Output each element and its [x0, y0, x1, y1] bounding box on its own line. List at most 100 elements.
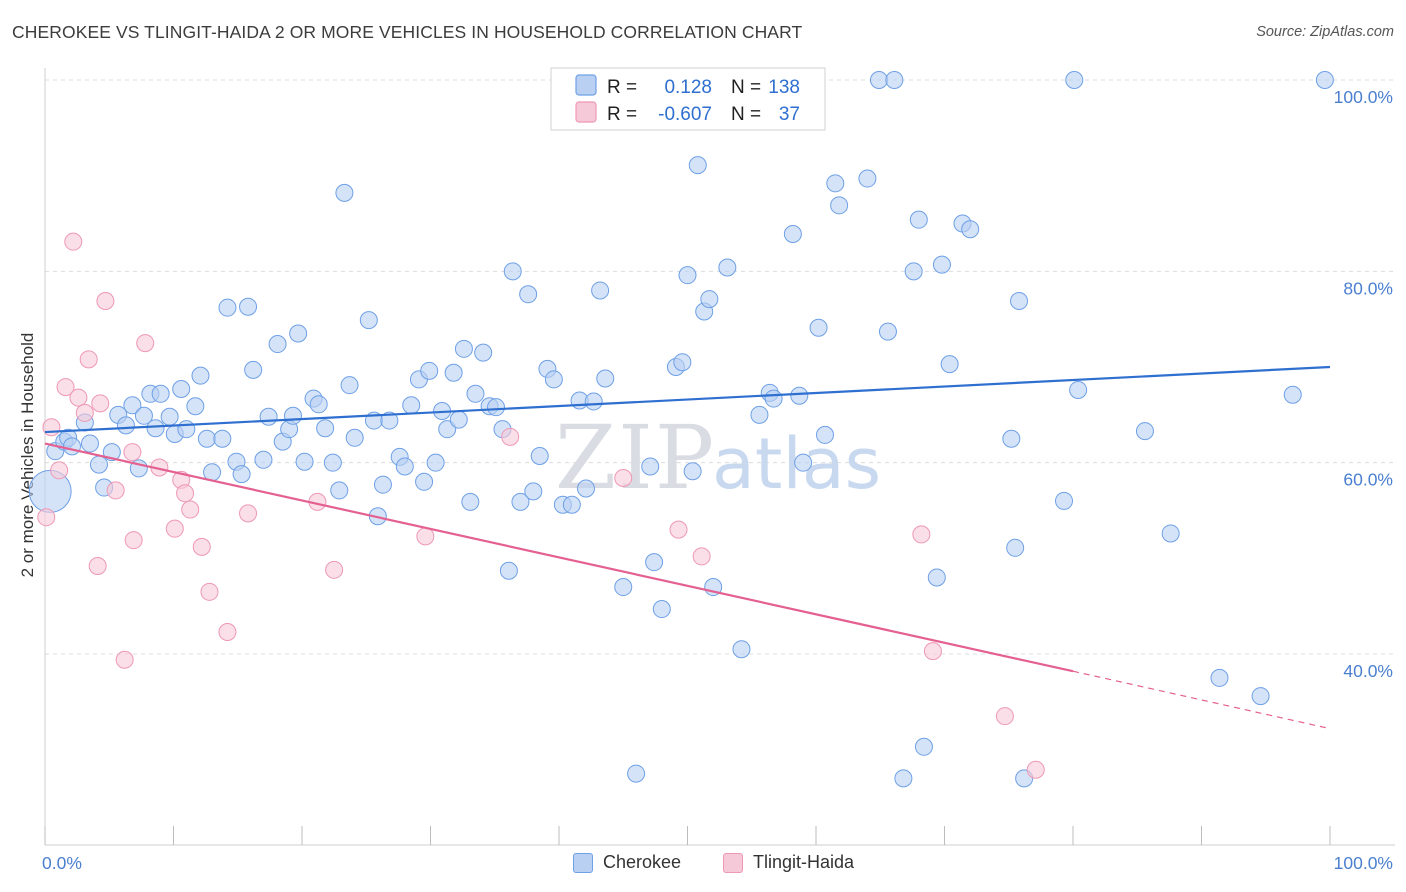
legend-n-value-tlingit: 37 [779, 104, 800, 125]
bottom-legend-cherokee: Cherokee [573, 852, 681, 873]
tlingit-point [923, 642, 942, 661]
cherokee-point [794, 453, 813, 472]
cherokee-point [316, 419, 335, 438]
cherokee-point [323, 453, 342, 472]
y-tick-label: 40.0% [1343, 661, 1393, 681]
cherokee-point [1210, 668, 1229, 687]
cherokee-point [254, 450, 273, 469]
cherokee-point [186, 397, 205, 416]
tlingit-point [136, 334, 155, 353]
cherokee-point [454, 339, 473, 358]
trend-lines [44, 365, 1331, 730]
tlingit-point [75, 403, 94, 422]
cherokee-point [1055, 491, 1074, 510]
tlingit-point [614, 468, 633, 487]
cherokee-point [330, 481, 349, 500]
cherokee-point [160, 407, 179, 426]
legend-swatch-cherokee [575, 74, 597, 96]
cherokee-point [732, 640, 751, 659]
tlingit-point [239, 504, 258, 523]
cherokee-point [474, 343, 493, 362]
tlingit-trend-extension [1072, 670, 1331, 730]
cherokee-point [402, 396, 421, 415]
tick-labels: 40.0% 60.0% 80.0% 100.0% 0.0% 100.0% [42, 87, 1393, 873]
tlingit-point [200, 582, 219, 601]
tlingit-point [325, 560, 344, 579]
y-tick-label: 80.0% [1343, 278, 1393, 298]
tlingit-point [181, 500, 200, 519]
cherokee-point [1251, 687, 1270, 706]
cherokee-point [1069, 380, 1088, 399]
cherokee-point [614, 578, 633, 597]
chart-source: Source: ZipAtlas.com [1256, 24, 1394, 40]
cherokee-point [380, 411, 399, 430]
cherokee-point [80, 434, 99, 453]
cherokee-point [177, 420, 196, 439]
tlingit-point [91, 394, 110, 413]
cherokee-point [415, 472, 434, 491]
cherokee-point [596, 369, 615, 388]
cherokee-point [914, 737, 933, 756]
cherokee-point [815, 425, 834, 444]
cherokee-point [359, 311, 378, 330]
tlingit-point [96, 291, 115, 310]
cherokee-point [197, 429, 216, 448]
cherokee-point [134, 406, 153, 425]
tlingit-point [123, 443, 142, 462]
cherokee-point [688, 156, 707, 175]
cherokee-point [335, 183, 354, 202]
cherokee-point [232, 465, 251, 484]
cherokee-point [641, 457, 660, 476]
bottom-legend-tlingit: Tlingit-Haida [723, 852, 854, 873]
cherokee-point [444, 363, 463, 382]
tlingit-point [124, 531, 143, 550]
tlingit-point [106, 481, 125, 500]
cherokee-point [584, 392, 603, 411]
cherokee-point [62, 437, 81, 456]
cherokee-point [487, 398, 506, 417]
cherokee-point [627, 764, 646, 783]
cherokee-point [172, 380, 191, 399]
cherokee-point [1161, 524, 1180, 543]
cherokee-point [645, 553, 664, 572]
cherokee-point [885, 71, 904, 89]
cherokee-point [1065, 71, 1084, 89]
tlingit-point [42, 418, 61, 437]
tlingit-point [912, 525, 931, 544]
tlingit-point [37, 508, 56, 527]
tlingit-point [176, 484, 195, 503]
tlingit-point [165, 519, 184, 538]
legend-r-label-cherokee: R = [607, 77, 637, 98]
tlingit-point [50, 461, 69, 480]
cherokee-point [683, 462, 702, 481]
cherokee-point [213, 429, 232, 448]
cherokee-point [340, 376, 359, 395]
cherokee-point [1010, 291, 1029, 310]
cherokee-point [591, 281, 610, 300]
axes [44, 68, 1395, 846]
cherokee-point [146, 419, 165, 438]
cherokee-point [239, 297, 258, 316]
tlingit-point [669, 520, 688, 539]
cherokee-point [940, 355, 959, 374]
cherokee-point [790, 386, 809, 405]
cherokee-point [894, 769, 913, 788]
cherokee-point [499, 561, 518, 580]
cherokee-point [284, 406, 303, 425]
cherokee-point [826, 174, 845, 193]
cherokee-points [28, 71, 1334, 788]
tlingit-point [692, 547, 711, 566]
cherokee-point [345, 428, 364, 447]
cherokee-point [858, 169, 877, 188]
legend-r-value-tlingit: -0.607 [658, 104, 712, 125]
tlingit-point [218, 622, 237, 641]
cherokee-point [218, 298, 237, 317]
tlingit-point [416, 527, 435, 546]
cherokee-point [878, 322, 897, 341]
legend-n-value-cherokee: 138 [768, 77, 800, 98]
cherokee-point [295, 452, 314, 471]
chart-title: CHEROKEE VS TLINGIT-HAIDA 2 OR MORE VEHI… [12, 22, 803, 42]
cherokee-point [562, 495, 581, 514]
tlingit-point [69, 388, 88, 407]
legend-box [550, 67, 826, 131]
